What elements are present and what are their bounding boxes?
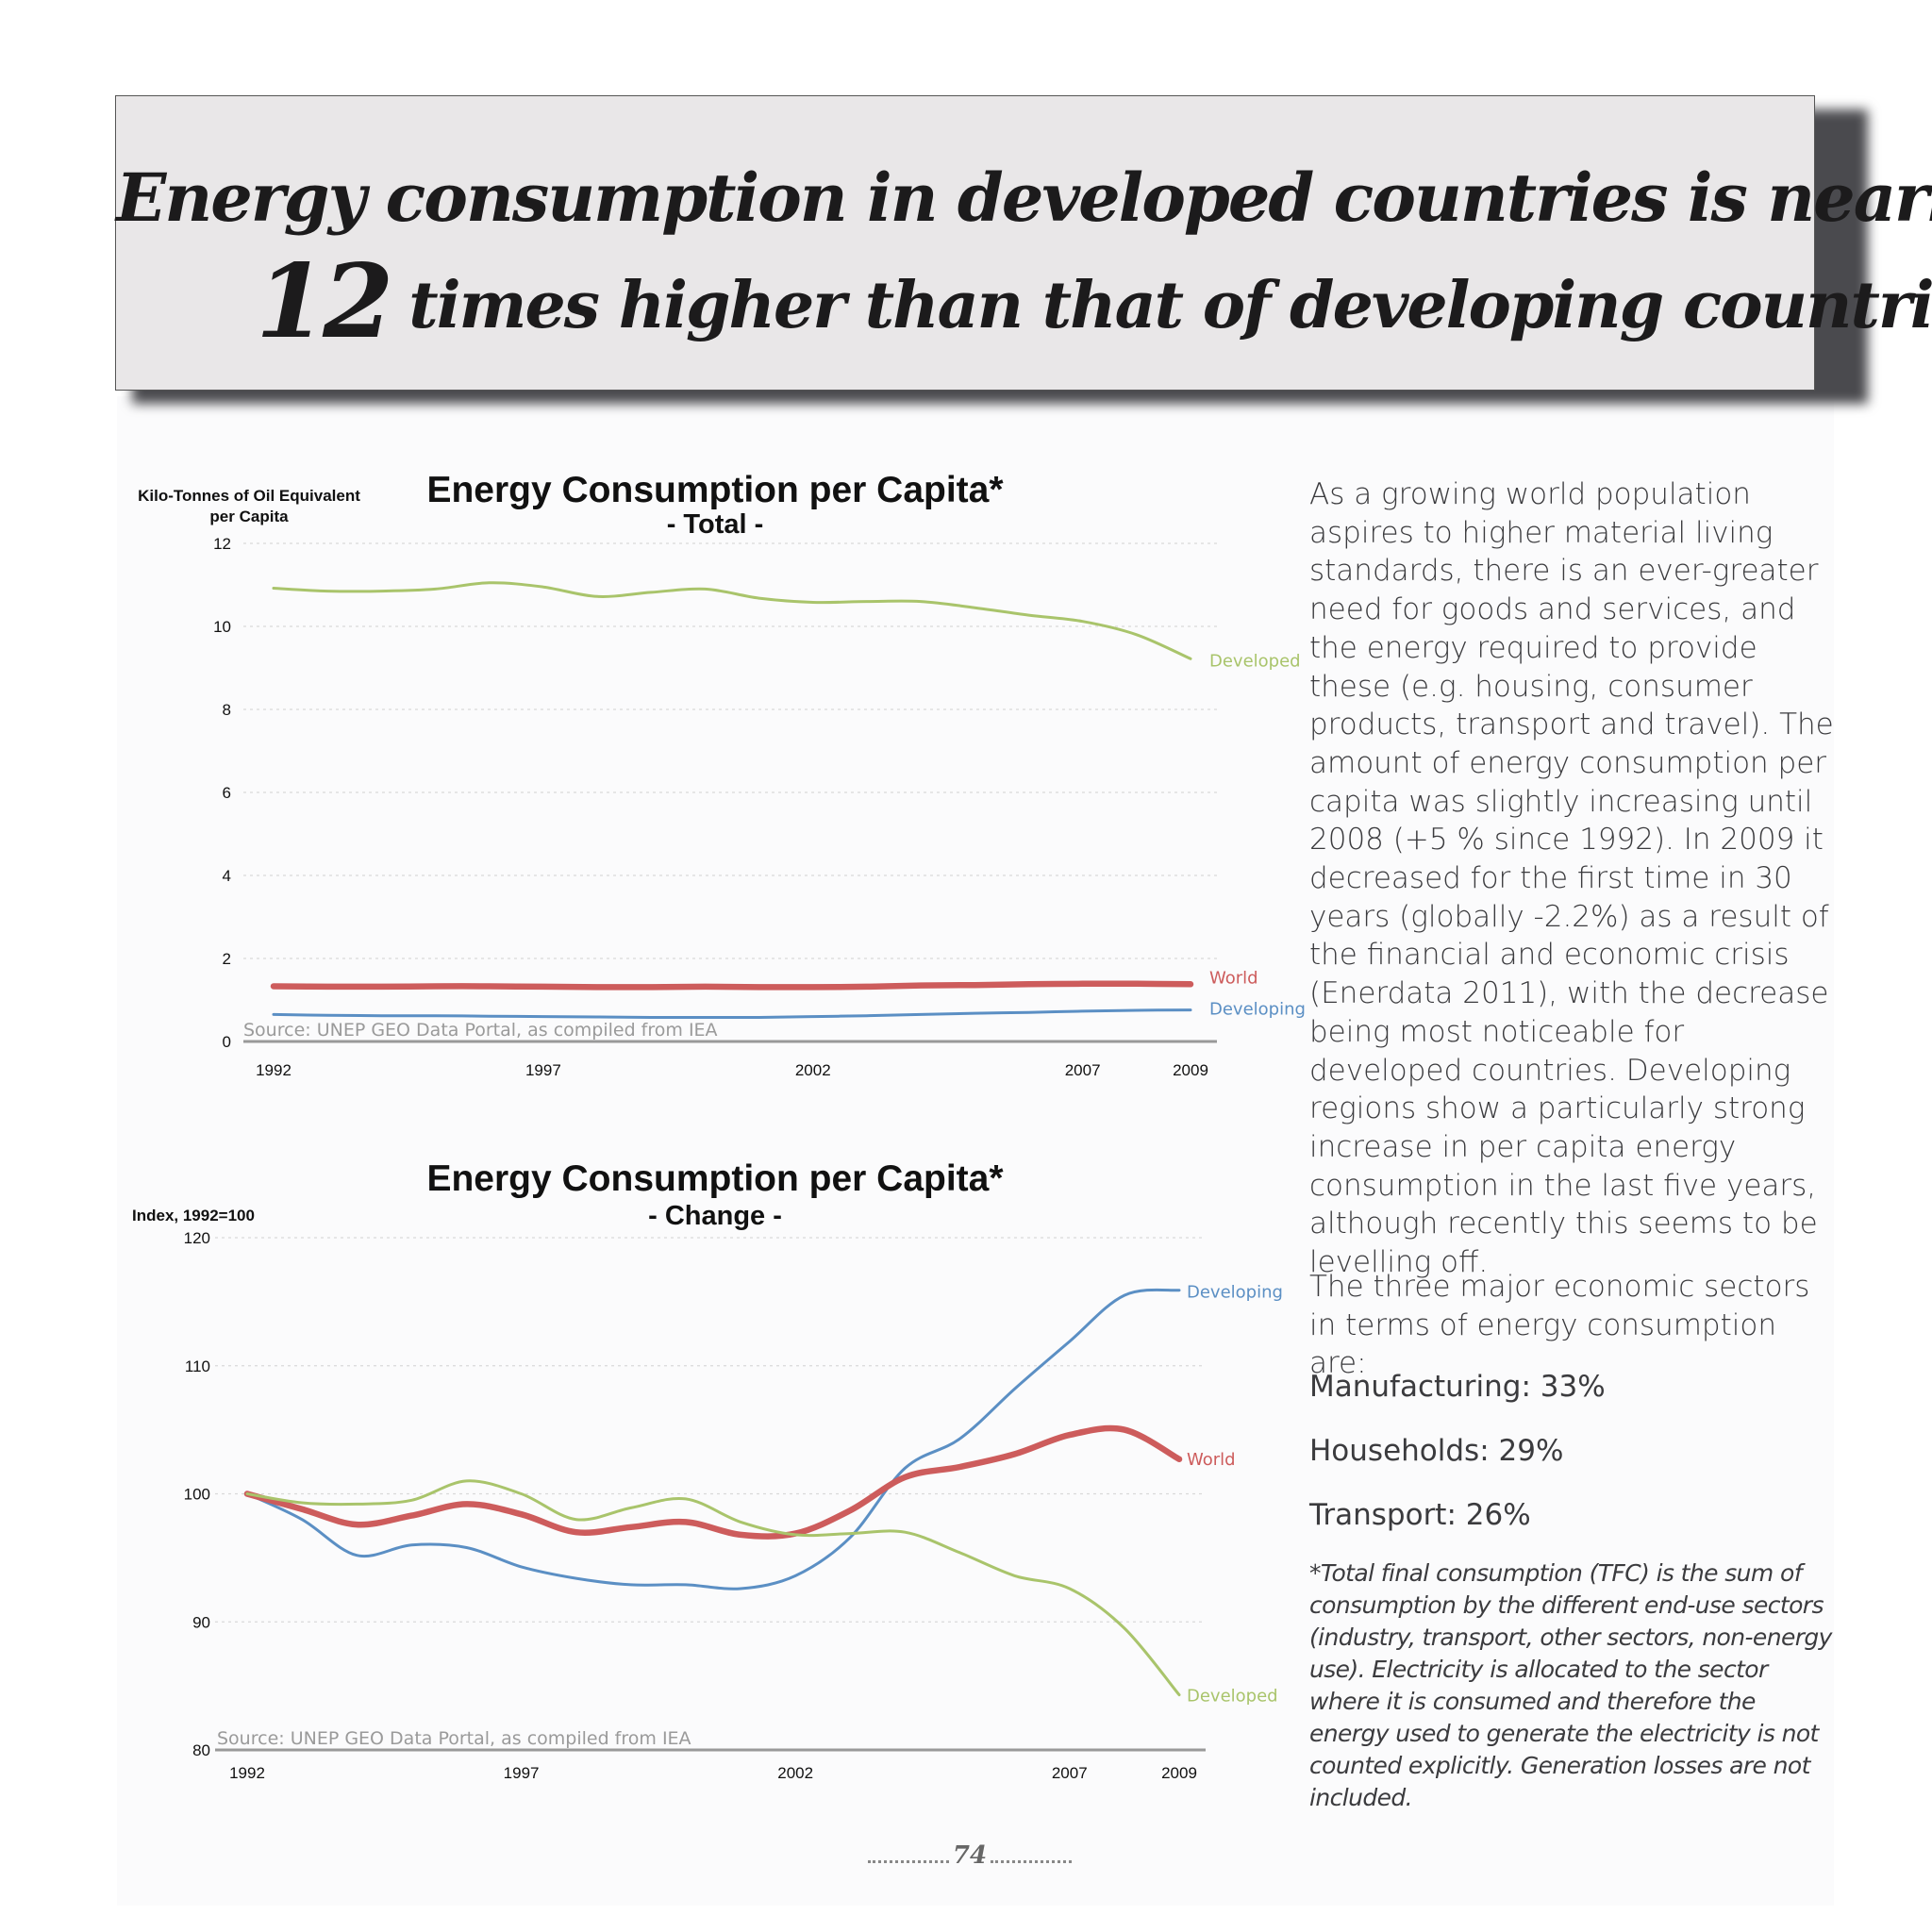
chart-source: Source: UNEP GEO Data Portal, as compile… [243,1020,718,1041]
y-axis-label: Kilo-Tonnes of Oil Equivalent [138,487,360,505]
y-tick-label: 2 [223,950,231,968]
y-tick-label: 8 [223,701,231,719]
footnote: *Total final consumption (TFC) is the su… [1309,1559,1832,1811]
y-tick-label: 12 [213,535,231,553]
stat-transport: Transport: 26% [1309,1498,1531,1532]
stat-households: Households: 29% [1309,1434,1564,1468]
x-tick-label: 2002 [777,1764,813,1782]
y-tick-label: 0 [223,1033,231,1051]
chart-subtitle: - Change - [648,1201,782,1231]
x-tick-label: 2002 [795,1061,831,1079]
body-paragraph-1: As a growing world population aspires to… [1309,477,1834,1280]
series-label-world: World [1187,1450,1236,1470]
series-label-developing: Developing [1187,1283,1283,1303]
headline-line-2: 12 times higher than that of developing c… [256,242,1932,361]
footer-dots-left [868,1860,949,1863]
series-line-developing [272,1008,1192,1020]
x-tick-label: 2009 [1161,1764,1197,1782]
headline-line-2-text: times higher than that of developing cou… [408,268,1932,343]
page-number: 74 [952,1841,988,1870]
y-tick-label: 6 [223,784,231,802]
chart-source: Source: UNEP GEO Data Portal, as compile… [217,1728,691,1749]
y-tick-label: 4 [223,867,231,885]
y-tick-label: 100 [184,1486,210,1504]
page-footer: 74 [868,1840,1072,1877]
headline-banner: Energy consumption in developed countrie… [115,95,1932,391]
y-tick-label: 10 [213,618,231,636]
chart-subtitle: - Total - [667,509,764,540]
series-line-developing [245,1288,1181,1591]
y-tick-label: 120 [184,1229,210,1247]
x-tick-label: 1997 [525,1061,561,1079]
chart-title: Energy Consumption per Capita* [426,1158,1004,1199]
y-axis-label: per Capita [209,508,289,525]
x-tick-label: 1997 [504,1764,540,1782]
headline-line-1: Energy consumption in developed countrie… [116,158,1932,237]
series-line-world [243,1424,1183,1540]
series-label-developed: Developed [1209,651,1301,671]
series-label-developing: Developing [1209,1000,1306,1020]
series-line-world [270,980,1194,991]
page-background [117,396,1834,1906]
x-tick-label: 2009 [1173,1061,1208,1079]
y-tick-label: 80 [192,1741,210,1759]
body-paragraph-2: The three major economic sectors in term… [1309,1270,1810,1381]
footer-dots-right [991,1860,1072,1863]
series-label-developed: Developed [1187,1687,1278,1707]
y-tick-label: 90 [192,1613,210,1631]
series-line-developed [272,581,1192,660]
x-tick-label: 1992 [256,1061,291,1079]
x-tick-label: 2007 [1065,1061,1101,1079]
stat-manufacturing: Manufacturing: 33% [1309,1370,1606,1404]
x-tick-label: 2007 [1052,1764,1088,1782]
y-tick-label: 110 [185,1357,210,1375]
series-line-developed [245,1479,1181,1697]
x-tick-label: 1992 [229,1764,265,1782]
chart-title: Energy Consumption per Capita* [426,470,1004,510]
series-label-world: World [1209,968,1258,988]
y-axis-label: Index, 1992=100 [132,1207,255,1224]
headline-number: 12 [256,242,393,361]
